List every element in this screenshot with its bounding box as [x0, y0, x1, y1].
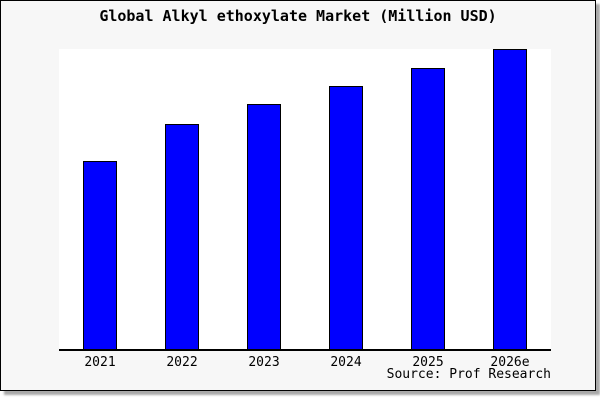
- x-tick-label: 2023: [248, 355, 280, 370]
- x-tick-label: 2021: [84, 355, 116, 370]
- x-tick-label: 2024: [330, 355, 362, 370]
- bar-2024: [329, 86, 363, 349]
- bar-2021: [83, 161, 117, 349]
- x-tick-label: 2025: [412, 355, 444, 370]
- chart-title: Global Alkyl ethoxylate Market (Million …: [99, 7, 497, 25]
- source-credit: Source: Prof Research: [386, 367, 551, 382]
- bar-2025: [411, 68, 445, 349]
- bar-2023: [247, 104, 281, 349]
- bar-2026e: [493, 49, 527, 349]
- bar-2022: [165, 124, 199, 349]
- x-tick-label: 2026e: [490, 355, 530, 370]
- x-tick-label: 2022: [166, 355, 198, 370]
- chart-frame: Global Alkyl ethoxylate Market (Million …: [0, 0, 596, 391]
- plot-area: [59, 49, 551, 351]
